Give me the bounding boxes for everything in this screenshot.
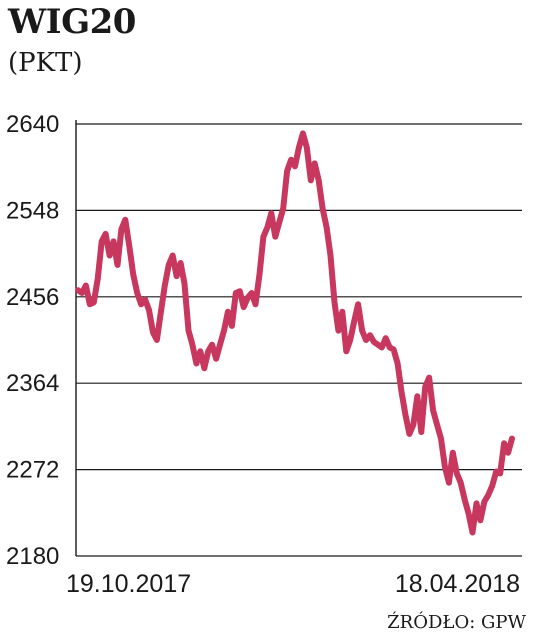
y-tick-label: 2640 [6, 111, 59, 138]
grid-lines [76, 123, 522, 557]
y-tick-label: 2456 [6, 284, 59, 311]
series-line-0 [75, 130, 515, 536]
chart-title: WIG20 [8, 2, 136, 42]
y-axis-ticks: 2640 2548 2456 2364 2272 2180 [6, 111, 59, 570]
chart-unit: (PKT) [8, 48, 83, 78]
series-layer [75, 130, 515, 536]
y-tick-label: 2548 [6, 197, 59, 224]
y-tick-label: 2272 [6, 457, 59, 484]
y-tick-label: 2180 [6, 543, 59, 570]
x-start-date-label: 19.10.2017 [66, 570, 191, 598]
x-end-date-label: 18.04.2018 [395, 570, 520, 598]
source-note: ŹRÓDŁO: GPW [387, 612, 526, 633]
y-tick-label: 2364 [6, 370, 59, 397]
